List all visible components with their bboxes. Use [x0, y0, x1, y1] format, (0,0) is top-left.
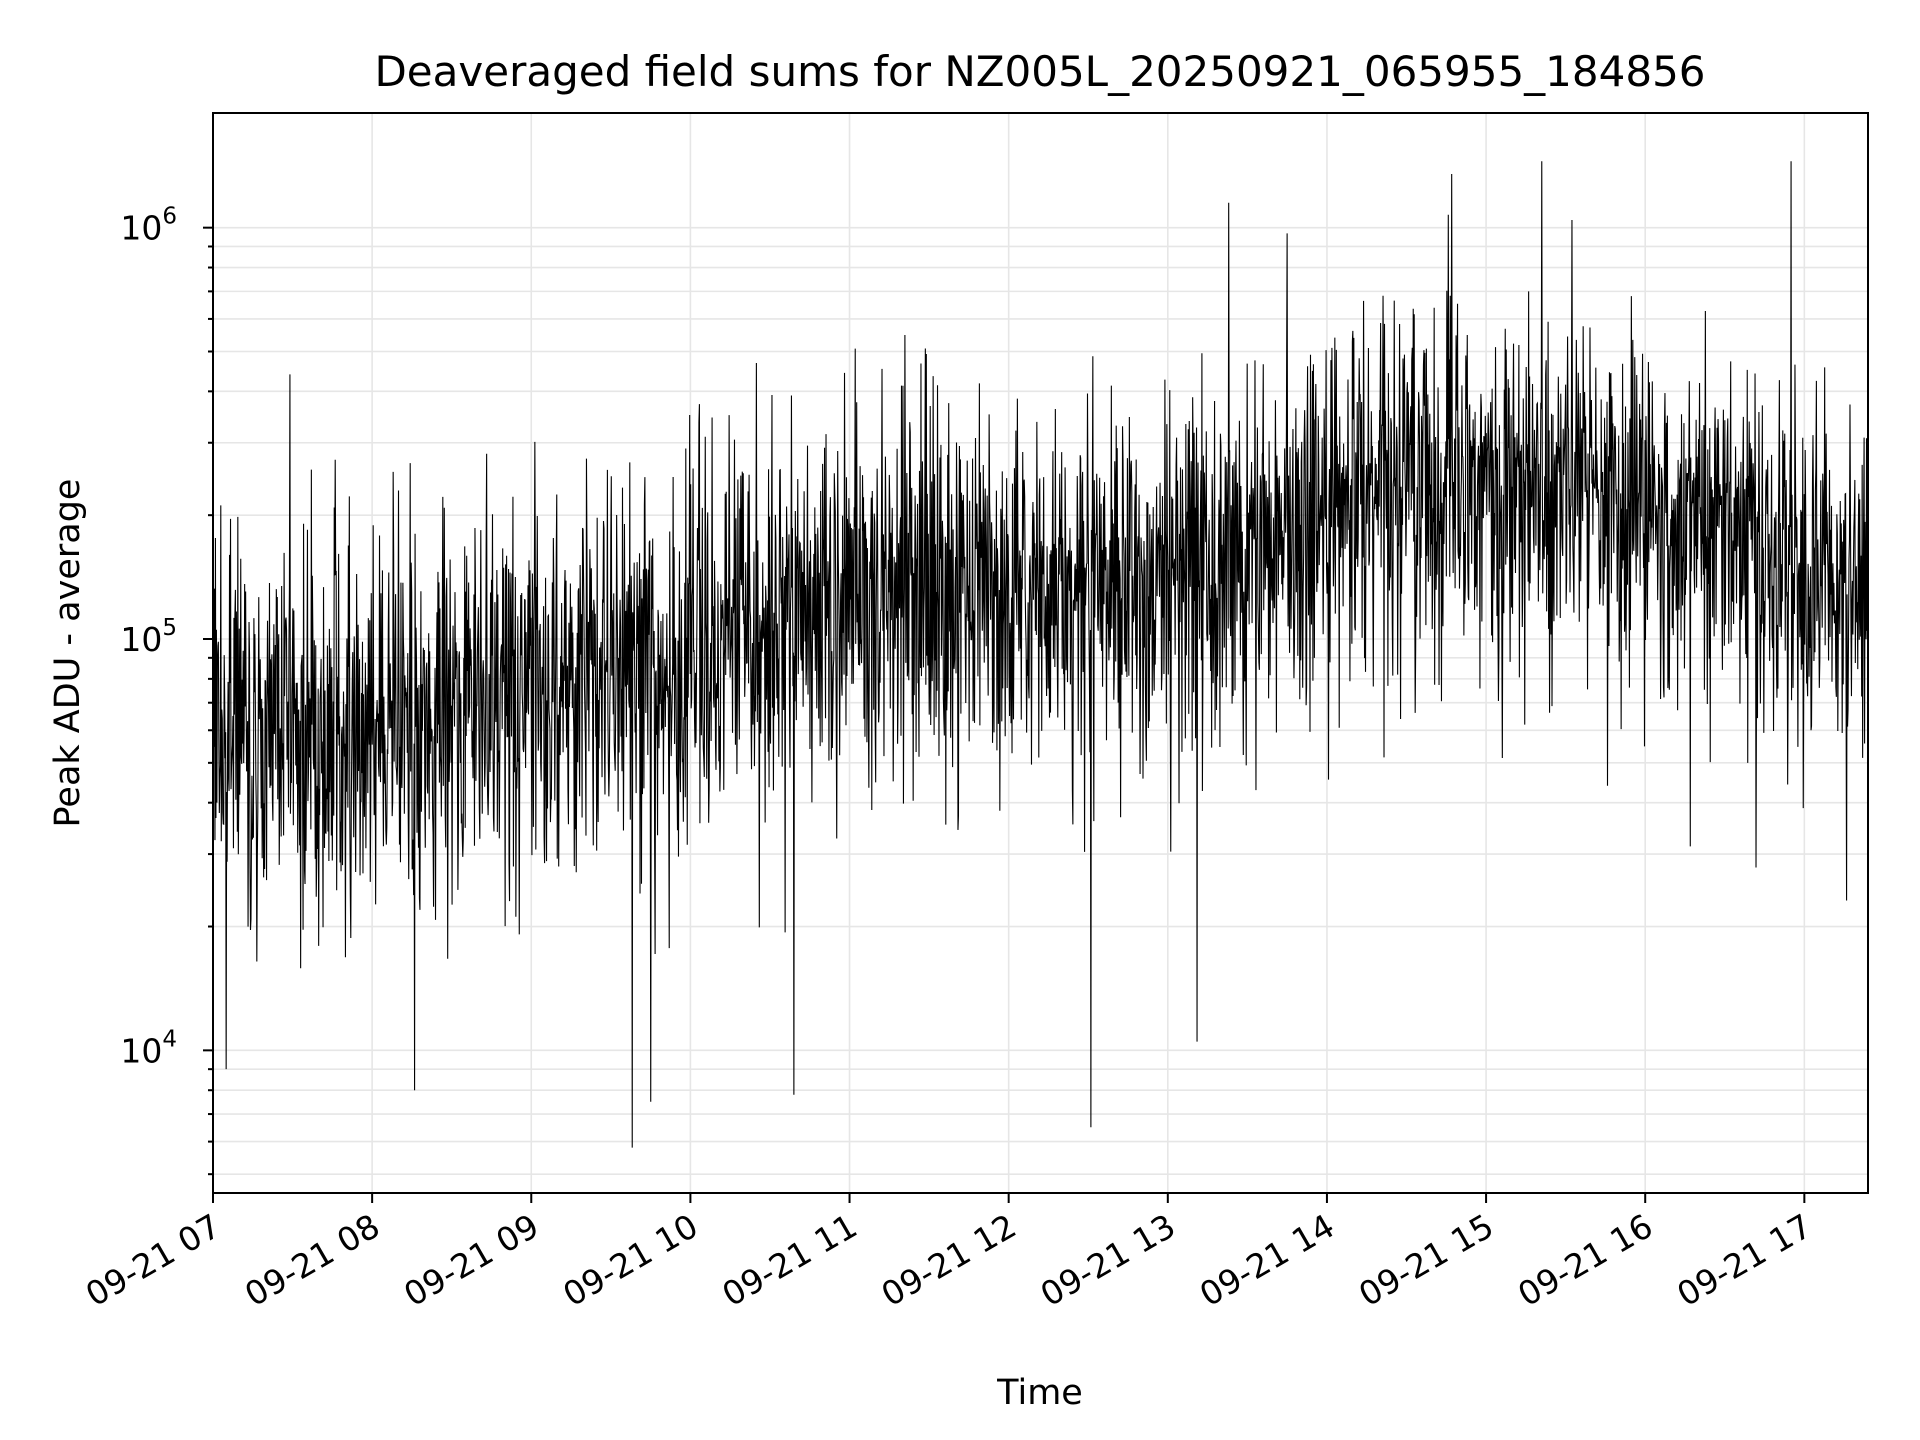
y-axis-label: Peak ADU - average — [48, 479, 88, 828]
y-tick-label: 104 — [120, 1026, 177, 1070]
y-tick-label: 105 — [120, 615, 177, 659]
grid-layer — [212, 113, 1868, 1193]
series-line — [212, 161, 1869, 1148]
y-tick-label: 106 — [120, 204, 177, 248]
x-axis-label: Time — [996, 1373, 1083, 1413]
data-layer — [212, 161, 1869, 1148]
chart-title: Deaveraged field sums for NZ005L_2025092… — [374, 47, 1705, 96]
plot-frame — [212, 112, 1869, 1194]
